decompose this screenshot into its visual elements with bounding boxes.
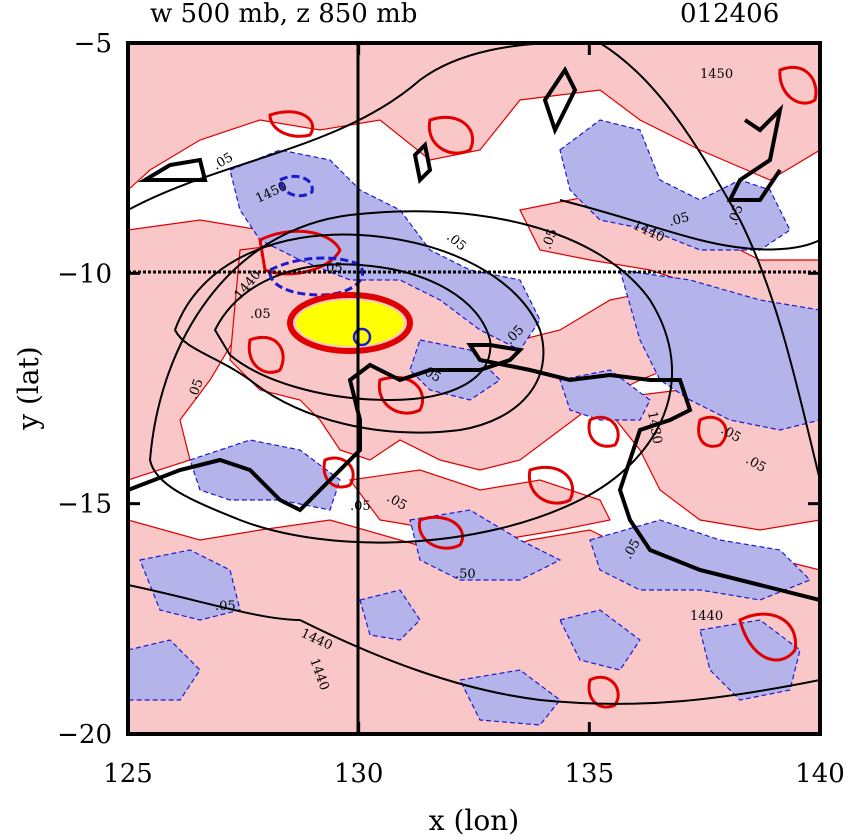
negative-w-region [459, 669, 561, 726]
y-tick-label: −5 [74, 29, 112, 59]
y-tick-label: −15 [57, 490, 112, 520]
z-contour-label: 1430 [644, 410, 665, 445]
w-contour-label: .05 [726, 203, 747, 228]
positive-contour [417, 515, 464, 550]
x-tick-label: 130 [334, 759, 384, 789]
chart-title: w 500 mb, z 850 mb [150, 0, 417, 29]
positive-w-region [128, 43, 820, 191]
height-contour-thick [137, 157, 208, 182]
y-axis-label: y (lat) [12, 346, 45, 430]
negative-w-region [559, 609, 641, 671]
w-contour-label: .05 [540, 227, 561, 252]
z-contour-label: 1450 [700, 67, 733, 82]
y-ticks: −5 −10 −15 −20 [57, 29, 820, 750]
positive-contour [268, 110, 314, 138]
w-contour-label: .50 [455, 567, 476, 582]
center-marker [352, 327, 372, 347]
negative-w-region [699, 619, 801, 701]
height-contour-thick [726, 103, 784, 202]
w-contour-label: .05 [186, 377, 207, 402]
updraft-core-outer [287, 292, 413, 354]
w-contour-label: .05 [215, 599, 236, 614]
positive-contour [322, 456, 355, 489]
positive-contour [587, 415, 620, 448]
negative-w-region [359, 589, 421, 641]
positive-contour [697, 415, 728, 448]
positive-contour [527, 465, 575, 505]
height-contour-thick [412, 140, 433, 185]
positive-contour [427, 115, 475, 155]
negative-w-region [559, 119, 791, 251]
y-tick-label: −10 [57, 259, 112, 289]
negative-contour [278, 175, 314, 198]
negative-w-region [139, 549, 241, 621]
height-contour [559, 199, 820, 251]
height-contour [213, 263, 492, 402]
negative-w-region [559, 369, 651, 421]
y-tick-label: −20 [57, 720, 112, 750]
x-tick-label: 135 [565, 759, 615, 789]
x-tick-label: 140 [795, 759, 845, 789]
z-contour-label: 1440 [690, 609, 723, 624]
negative-w-region [619, 269, 820, 431]
negative-w-region [128, 639, 201, 701]
w-contour-label: .05 [350, 499, 371, 514]
height-contour-thick [128, 343, 820, 602]
plot-area: .05.05.05.05.05.05.05.05.05.05.05.05.05.… [128, 43, 820, 734]
negative-w-region [189, 439, 341, 511]
positive-contour [247, 335, 285, 374]
updraft-core-fill [296, 300, 404, 346]
chart-timestamp: 012406 [680, 0, 779, 29]
thick-height-contour [128, 66, 820, 602]
positive-contour [778, 65, 818, 105]
updraft-core [287, 292, 413, 354]
w-contour-label: .05 [667, 210, 691, 230]
negative-w-region [409, 509, 562, 581]
crosshair [128, 43, 820, 734]
height-contour-thick [542, 66, 578, 136]
x-ticks: 125 130 135 140 [103, 43, 845, 789]
w-contour-label: .05 [322, 261, 343, 276]
height-contour [299, 619, 820, 705]
w-contour-label: .05 [250, 307, 271, 322]
positive-contour [738, 612, 797, 662]
height-contour [599, 43, 820, 481]
positive-contour [587, 675, 620, 709]
x-tick-label: 125 [103, 759, 153, 789]
x-axis-label: x (lon) [429, 804, 519, 837]
height-contour [148, 210, 674, 544]
plot-frame [126, 41, 822, 736]
height-contour [128, 584, 301, 621]
